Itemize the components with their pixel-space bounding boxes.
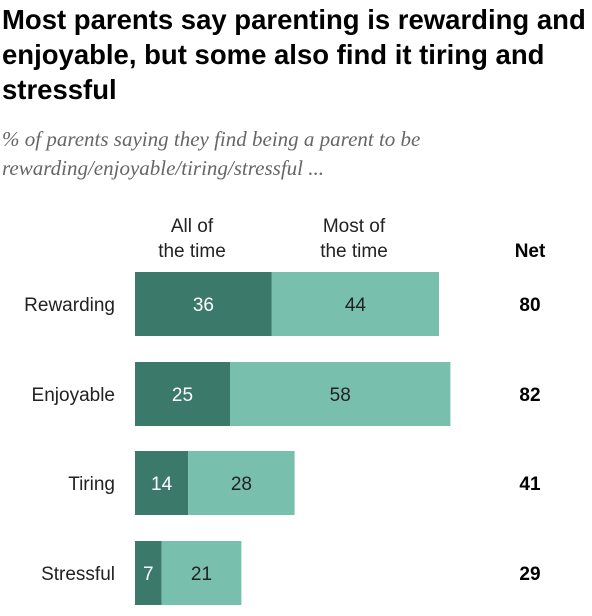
header-most-of-the-time: Most of the time [320,216,388,262]
chart-subtitle: % of parents saying they find being a pa… [2,127,421,180]
value-label: 36 [193,295,214,316]
value-label: 25 [172,385,193,406]
bar-most-of-the-time [271,272,439,336]
bar-most-of-the-time [161,541,242,605]
value-label: 7 [143,564,154,585]
bar-row-enjoyable: Enjoyable 25 58 82 [32,362,541,426]
category-label: Enjoyable [32,385,115,406]
net-value: 82 [519,385,540,406]
bars: Rewarding 36 44 80 Enjoyable 25 58 82 Tiring 14 28… [24,272,541,605]
bar-all-of-the-time [135,451,189,515]
bar-row-rewarding: Rewarding 36 44 80 [24,272,541,336]
header-all-of-the-time: All of the time [158,216,226,262]
bar-all-of-the-time [135,541,162,605]
bar-most-of-the-time [188,451,295,515]
net-value: 29 [519,564,540,585]
column-headers: All of the time Most of the time Net [158,216,546,262]
category-label: Rewarding [24,295,115,316]
category-label: Stressful [41,564,115,585]
net-value: 41 [519,474,541,495]
header-net: Net [515,241,546,262]
bar-all-of-the-time [135,272,272,336]
net-value: 80 [519,295,540,316]
category-label: Tiring [68,474,115,495]
value-label: 58 [330,385,351,406]
bar-row-tiring: Tiring 14 28 41 [68,451,541,515]
value-label: 21 [191,564,212,585]
chart-title: Most parents say parenting is rewarding … [2,4,586,105]
bar-most-of-the-time [230,362,451,426]
value-label: 44 [345,295,367,316]
bar-all-of-the-time [135,362,230,426]
value-label: 14 [151,474,173,495]
value-label: 28 [231,474,252,495]
bar-row-stressful: Stressful 7 21 29 [41,541,541,605]
